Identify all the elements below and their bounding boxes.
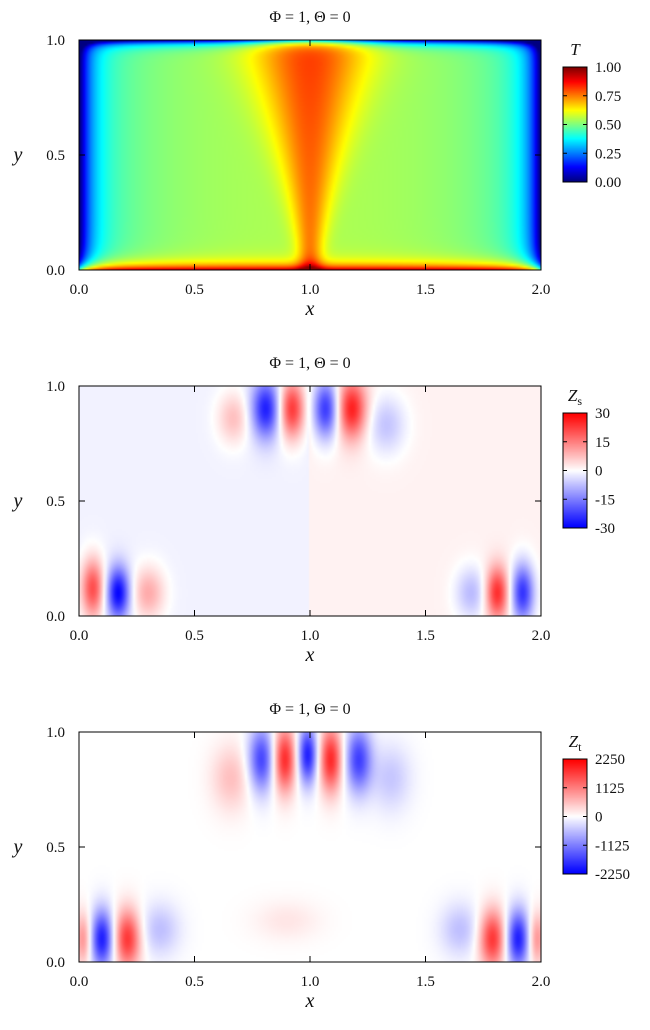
chart-title: Φ = 1, Θ = 0: [269, 355, 350, 372]
colorbar-tick-label: 0.50: [595, 118, 621, 134]
x-tick-label: 0.0: [70, 282, 89, 298]
x-axis-label: x: [305, 644, 315, 666]
x-tick-label: 1.5: [416, 282, 435, 298]
colorbar-tick-label: 0.00: [595, 175, 621, 191]
colorbar-tick-label: 2250: [595, 752, 625, 768]
y-tick-label: 1.0: [46, 33, 65, 49]
x-tick-label: 0.0: [70, 974, 89, 990]
x-tick-label: 1.5: [416, 974, 435, 990]
colorbar-tick-label: 0: [595, 464, 603, 480]
y-tick-label: 0.0: [46, 263, 65, 279]
heatmap-image: [79, 732, 541, 962]
colorbar-tick-label: 1125: [595, 781, 624, 797]
colorbar-tick-label: 30: [595, 406, 610, 422]
heatmap-image: [79, 40, 541, 270]
colorbar-label-subscript: t: [578, 740, 582, 754]
x-tick-label: 0.5: [185, 628, 204, 644]
colorbar-label: Zt: [569, 732, 582, 754]
y-axis-label: y: [12, 490, 23, 512]
colorbar-tick-label: -15: [595, 492, 615, 508]
x-tick-label: 1.5: [416, 628, 435, 644]
y-tick-label: 1.0: [46, 379, 65, 395]
x-tick-label: 1.0: [301, 628, 320, 644]
x-tick-label: 0.5: [185, 974, 204, 990]
colorbar-label: Zs: [568, 386, 582, 408]
colorbar-tick-label: 15: [595, 435, 610, 451]
colorbar-tick-label: 0: [595, 810, 603, 826]
x-tick-label: 2.0: [532, 974, 551, 990]
y-tick-label: 0.0: [46, 955, 65, 971]
colorbar-tick-label: -2250: [595, 867, 630, 883]
x-axis-label: x: [305, 990, 315, 1012]
x-tick-label: 1.0: [301, 974, 320, 990]
x-tick-label: 2.0: [532, 282, 551, 298]
chart-panel-1: Φ = 1, Θ = 00.0 0.5 1.0 1.5 2.00.00.51.0xy1.…: [12, 9, 622, 320]
chart-panel-2: Φ = 1, Θ = 00.0 0.5 1.0 1.5 2.00.00.51.0xy30…: [12, 355, 615, 666]
heatmap-image: [79, 386, 541, 616]
chart-title: Φ = 1, Θ = 0: [269, 9, 350, 26]
x-tick-label: 2.0: [532, 628, 551, 644]
colorbar-tick-label: 1.00: [595, 60, 621, 76]
colorbar-label-subscript: s: [577, 394, 582, 408]
x-tick-label: 0.0: [70, 628, 89, 644]
x-tick-label: 0.5: [185, 282, 204, 298]
y-tick-label: 0.5: [46, 494, 65, 510]
y-tick-label: 1.0: [46, 725, 65, 741]
colorbar-label: T: [570, 40, 581, 59]
y-tick-label: 0.5: [46, 148, 65, 164]
chart-panel-3: Φ = 1, Θ = 00.0 0.5 1.0 1.5 2.00.00.51.0xy22…: [12, 701, 630, 1012]
chart-title: Φ = 1, Θ = 0: [269, 701, 350, 718]
colorbar-tick-label: 0.25: [595, 146, 621, 162]
y-axis-label: y: [12, 836, 23, 858]
y-tick-label: 0.5: [46, 840, 65, 856]
y-tick-label: 0.0: [46, 609, 65, 625]
colorbar-tick-label: -1125: [595, 838, 629, 854]
colorbar-tick-label: 0.75: [595, 89, 621, 105]
y-axis-label: y: [12, 144, 23, 166]
colorbar-tick-label: -30: [595, 521, 615, 537]
x-axis-label: x: [305, 298, 315, 320]
x-tick-label: 1.0: [301, 282, 320, 298]
